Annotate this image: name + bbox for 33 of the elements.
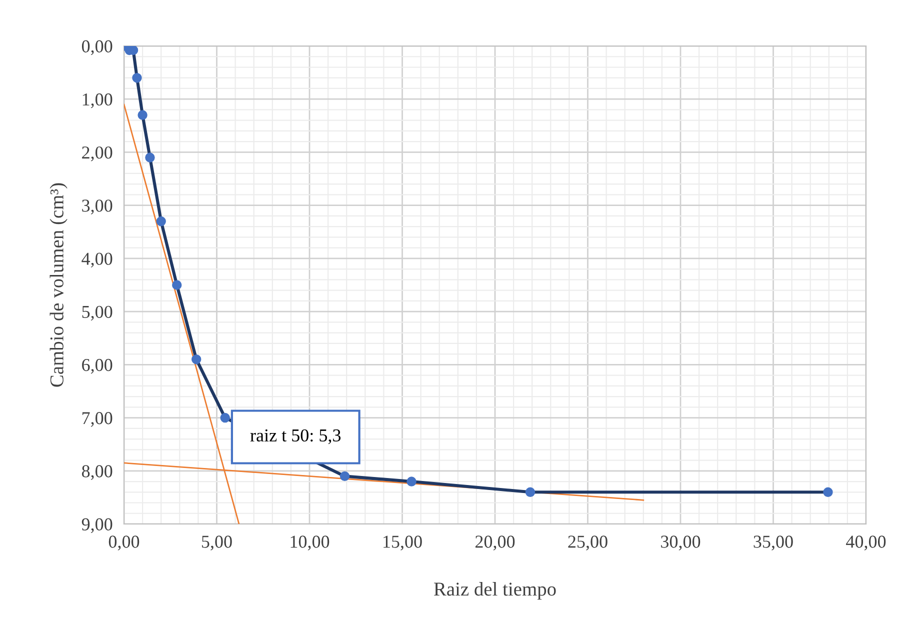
y-tick-label: 2,00	[82, 146, 112, 162]
point	[340, 471, 350, 482]
y-tick-label: 1,00	[82, 93, 112, 108]
y-tick-label: 8,00	[82, 465, 112, 480]
x-tick-label: 0,00	[108, 536, 140, 550]
y-tick-label: 5,00	[82, 306, 112, 321]
y-tick-label: 7,00	[82, 412, 112, 427]
y-tick-label: 6,00	[82, 358, 112, 374]
x-tick-label: 35,00	[754, 536, 793, 550]
x-tick-label: 5,00	[202, 536, 232, 550]
y-tick-label: 9,00	[82, 518, 112, 534]
annotation: raiz t 50: 5,3	[250, 429, 341, 444]
point	[525, 487, 536, 497]
point	[145, 152, 155, 162]
x-tick-label: 40,00	[846, 536, 886, 550]
point	[191, 354, 202, 364]
y-tick-label: 3,00	[82, 200, 112, 214]
point	[132, 73, 142, 83]
point	[172, 280, 182, 290]
point	[156, 216, 166, 226]
point	[220, 412, 230, 423]
x-tick-label: 25,00	[568, 536, 608, 550]
x-axis-title: Raiz del tiempo	[434, 582, 556, 600]
y-axis-title: Cambio de volumen (cm³)	[50, 183, 68, 387]
x-tick-label: 20,00	[475, 536, 515, 550]
point	[138, 110, 148, 120]
y-tick-label: 0,00	[82, 40, 112, 56]
x-tick-label: 30,00	[661, 536, 700, 550]
point	[823, 487, 833, 497]
point	[406, 476, 416, 486]
x-tick-label: 15,00	[384, 536, 422, 550]
x-tick-label: 10,00	[290, 536, 330, 550]
y-tick-label: 4,00	[82, 252, 112, 268]
